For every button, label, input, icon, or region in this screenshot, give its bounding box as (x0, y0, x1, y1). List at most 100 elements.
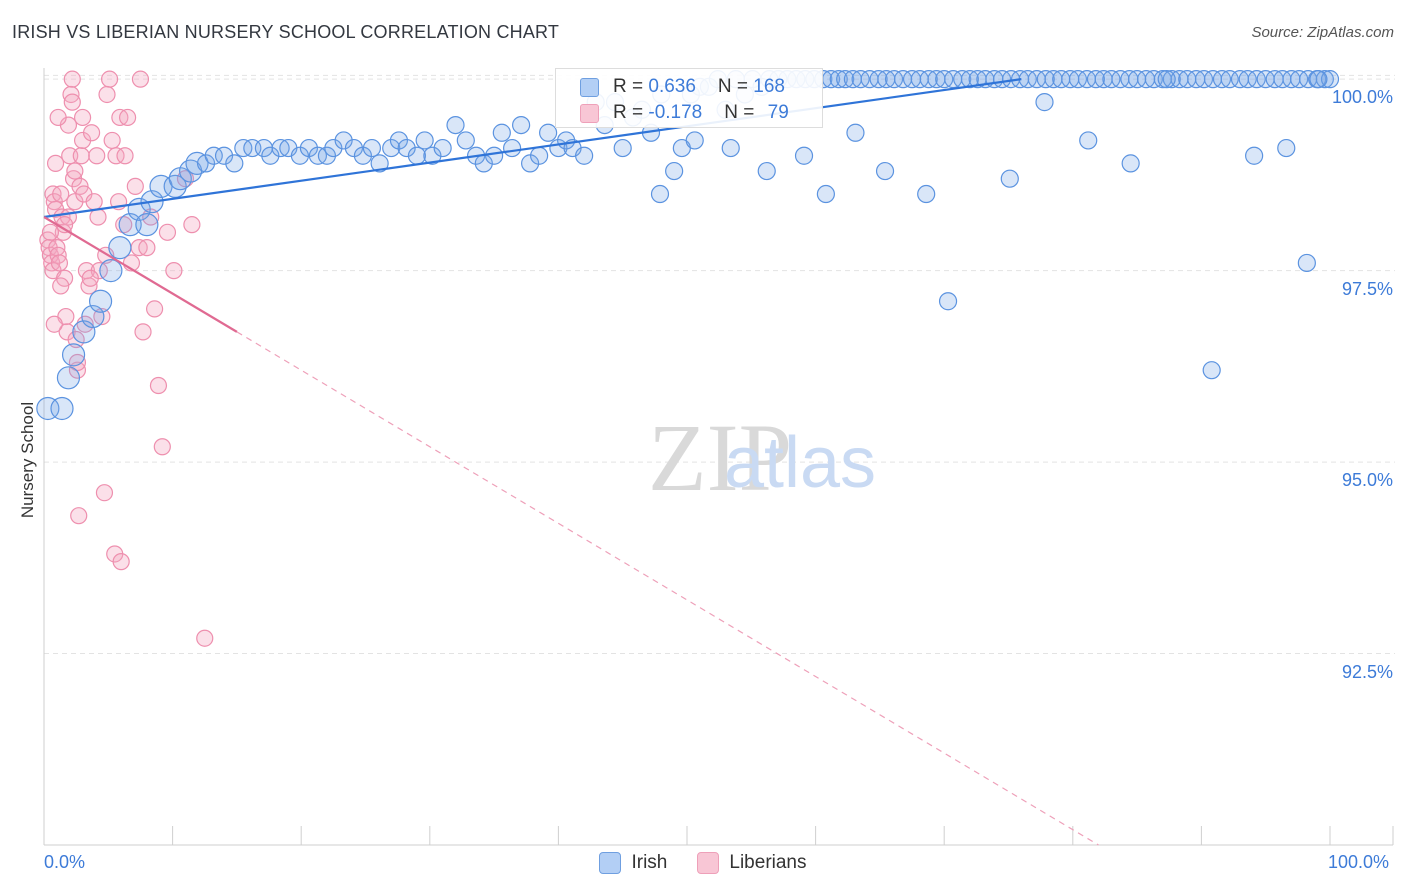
liberians-point (81, 269, 99, 287)
y-tick-label: 97.5% (1341, 278, 1393, 299)
liberians-trend-extension (236, 331, 1099, 846)
irish-point (1220, 70, 1239, 89)
irish-point (370, 154, 389, 173)
irish-point (816, 184, 835, 204)
liberians-point (73, 108, 92, 127)
irish-point (362, 138, 382, 158)
irish-point (81, 304, 105, 329)
axes (43, 68, 1394, 846)
legend-swatch-liberians (697, 852, 720, 874)
liberians-point (98, 85, 116, 104)
liberians-stats-row: R = -0.178 N = 79 (580, 100, 789, 126)
legend: Irish Liberians (0, 852, 1406, 874)
irish-trend-line (43, 78, 1022, 219)
liberians-point (134, 323, 152, 341)
irish-point (836, 70, 855, 89)
y-tick-label: 100.0% (1331, 87, 1393, 108)
liberians-point (118, 108, 137, 127)
irish-point (875, 161, 895, 181)
irish-point (846, 123, 865, 142)
liberians-point (196, 629, 214, 647)
x-tick-label-max: 100.0% (1328, 852, 1390, 872)
liberians-point (183, 216, 201, 234)
liberians-r-label: R = (613, 102, 649, 123)
liberians-point (68, 353, 87, 372)
chart-title: IRISH VS LIBERIAN NURSERY SCHOOL CORRELA… (12, 22, 560, 42)
liberians-point (66, 162, 84, 180)
irish-point (1309, 70, 1328, 89)
legend-item-irish[interactable]: Irish (599, 852, 667, 874)
gridlines (44, 74, 1395, 655)
y-tick-label: 92.5% (1341, 661, 1393, 682)
irish-point (72, 320, 96, 344)
irish-point (56, 366, 81, 390)
liberians-point (52, 277, 70, 295)
irish-point (1212, 70, 1232, 89)
irish-point (324, 138, 343, 158)
irish-point (225, 154, 244, 173)
liberians-point (149, 376, 168, 395)
liberians-stats-swatch (580, 103, 599, 123)
irish-point (50, 396, 74, 421)
irish-point (389, 131, 409, 150)
x-tick-label-min: 0.0% (44, 852, 86, 872)
irish-point (1036, 70, 1055, 89)
irish-point (423, 146, 442, 165)
y-tick-label: 95.0% (1341, 470, 1393, 491)
irish-point (1000, 169, 1019, 188)
irish-point (271, 138, 290, 158)
irish-point (503, 138, 522, 158)
irish-point (685, 131, 704, 150)
irish-point (1277, 138, 1296, 158)
irish-point (1162, 70, 1181, 89)
irish-point (334, 131, 353, 150)
liberians-point (82, 124, 101, 142)
liberians-point (158, 223, 177, 241)
irish-n-value: 168 (753, 76, 785, 97)
irish-n-label: N = (717, 76, 754, 97)
irish-stats-row: R = 0.636 N = 168 (580, 74, 785, 100)
liberians-point (45, 315, 63, 333)
irish-point (88, 289, 113, 313)
irish-point (665, 161, 684, 181)
liberians-point (63, 93, 81, 111)
irish-point (613, 138, 632, 158)
source-label: Source: ZipAtlas.com (1251, 24, 1394, 41)
irish-point (757, 161, 776, 181)
irish-point (1297, 253, 1316, 273)
liberians-point (131, 70, 150, 88)
irish-point (382, 138, 401, 158)
irish-point (415, 131, 434, 150)
irish-point (1245, 146, 1264, 165)
irish-point (261, 146, 280, 165)
irish-point (512, 115, 531, 135)
irish-point (539, 123, 558, 142)
liberians-point (50, 254, 69, 272)
liberians-point (63, 70, 81, 88)
irish-point (1086, 70, 1106, 89)
liberians-point (138, 239, 156, 257)
irish-point (135, 213, 159, 237)
irish-r-value: 0.636 (648, 76, 696, 97)
liberians-point (165, 262, 183, 280)
irish-point (118, 213, 142, 237)
irish-point (492, 123, 511, 142)
legend-item-liberians[interactable]: Liberians (697, 852, 807, 874)
liberians-point (107, 147, 125, 165)
liberians-n-value: 79 (767, 102, 789, 123)
correlation-stats-box: R = 0.636 N = 168 R = -0.178 N = 79 (555, 68, 823, 128)
liberians-point (100, 70, 119, 88)
irish-point (1035, 93, 1054, 112)
legend-label-irish: Irish (631, 852, 668, 873)
irish-point (456, 131, 475, 150)
irish-point (917, 184, 936, 204)
liberians-trend-line (43, 216, 238, 333)
irish-point (1121, 154, 1140, 173)
liberians-point (103, 131, 121, 150)
liberians-point (85, 193, 103, 211)
liberians-point (126, 177, 144, 195)
liberians-point (89, 208, 107, 226)
irish-point (721, 138, 740, 158)
liberians-point (49, 108, 67, 127)
